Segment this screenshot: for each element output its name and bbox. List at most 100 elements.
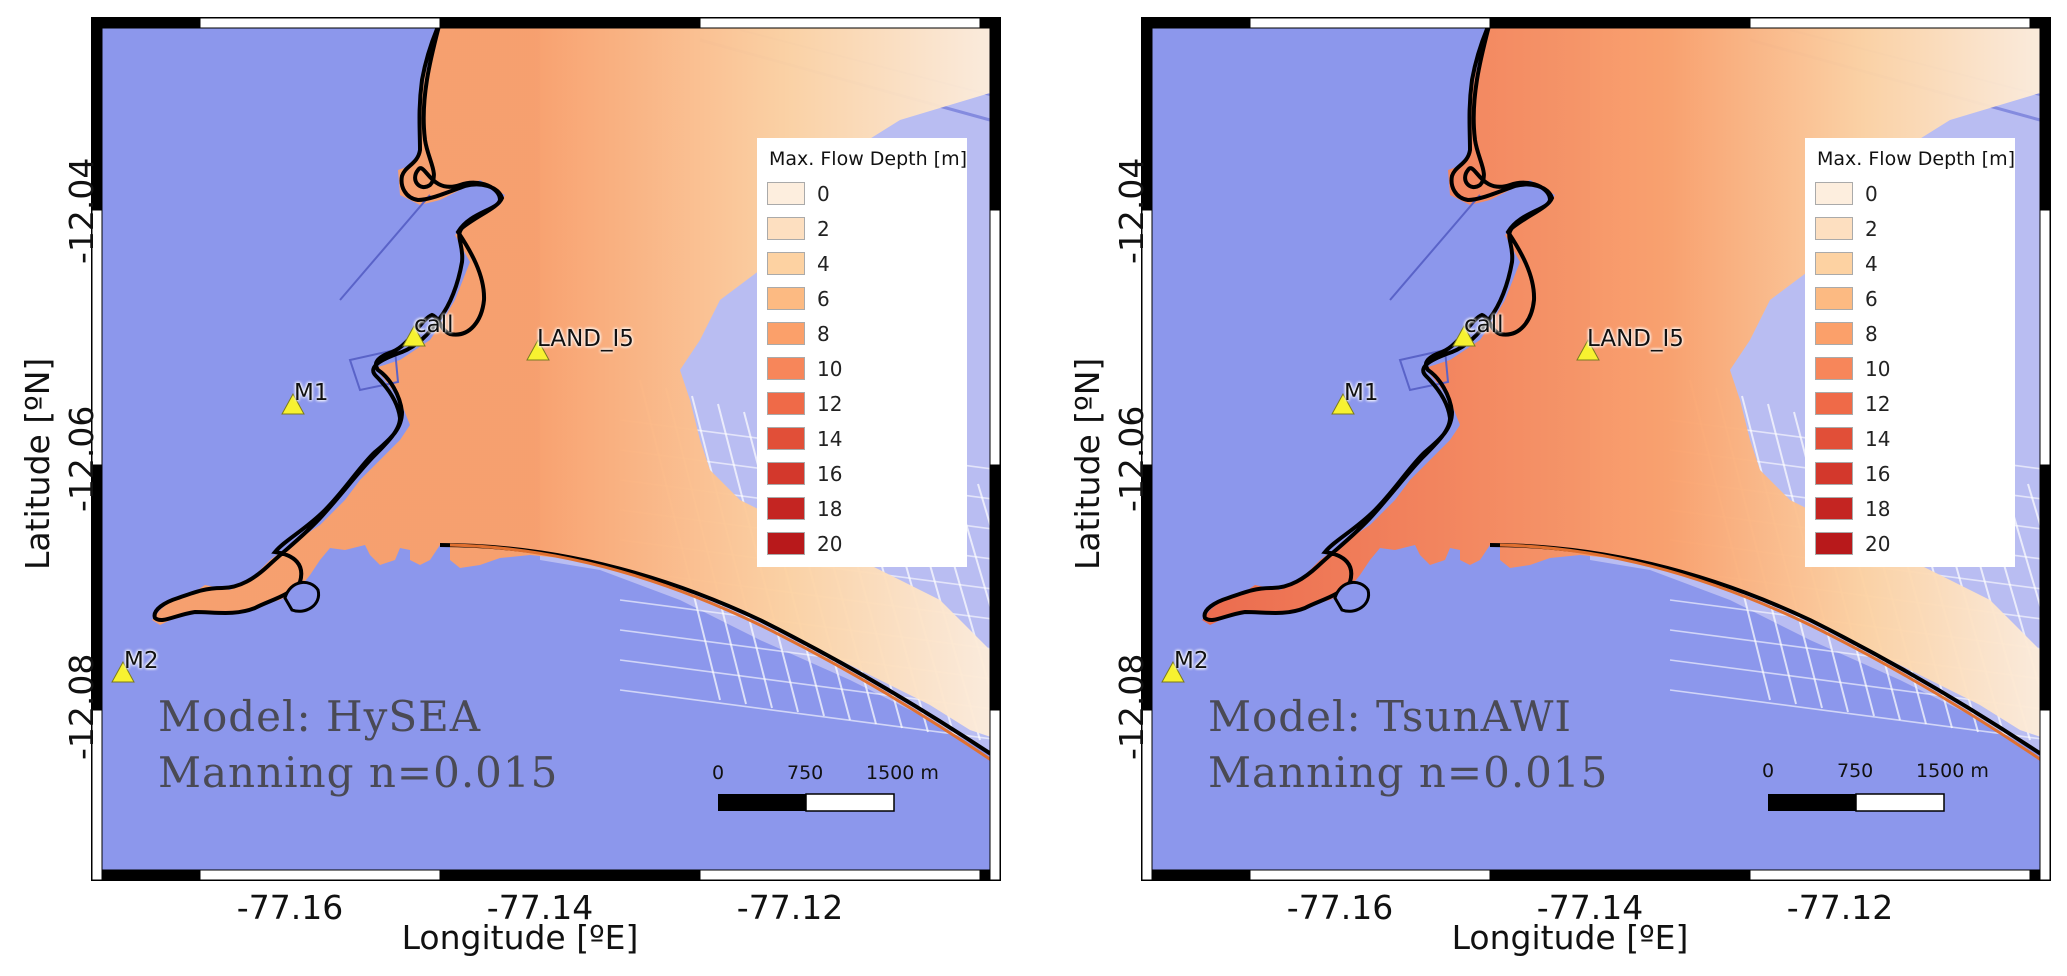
legend-value: 12 bbox=[1865, 391, 1891, 416]
lagoon-outline bbox=[283, 581, 321, 613]
legend-swatch bbox=[1815, 497, 1853, 520]
legend-swatch bbox=[767, 252, 805, 275]
model-label: Model: TsunAWI bbox=[1208, 692, 1572, 741]
gauge-label-m2: M2 bbox=[1174, 648, 1209, 674]
frame-segment bbox=[1749, 17, 2031, 29]
legend-value: 2 bbox=[817, 216, 830, 241]
frame-segment bbox=[2039, 709, 2051, 881]
legend-value: 6 bbox=[817, 286, 830, 311]
frame-segment bbox=[439, 17, 701, 29]
legend-value: 10 bbox=[1865, 356, 1891, 381]
legend-swatch bbox=[767, 392, 805, 415]
legend-row: 20 bbox=[767, 526, 957, 561]
legend-row: 0 bbox=[767, 176, 957, 211]
legend-swatch bbox=[767, 427, 805, 450]
legend-value: 4 bbox=[1865, 251, 1878, 276]
legend-value: 16 bbox=[817, 461, 843, 486]
scale-label-750: 750 bbox=[787, 762, 824, 784]
harbor-outline bbox=[1398, 348, 1450, 392]
legend-row: 16 bbox=[1815, 456, 2005, 491]
legend-row: 4 bbox=[1815, 246, 2005, 281]
legend-value: 0 bbox=[1865, 181, 1878, 206]
y-tick-3: -12.08 bbox=[1112, 653, 1151, 760]
frame-segment bbox=[699, 869, 981, 881]
y-axis-label: Latitude [ºN] bbox=[1068, 357, 1107, 570]
y-axis-label: Latitude [ºN] bbox=[18, 357, 57, 570]
legend-row: 18 bbox=[767, 491, 957, 526]
legend-swatch bbox=[1815, 252, 1853, 275]
legend-row: 6 bbox=[1815, 281, 2005, 316]
legend-value: 10 bbox=[817, 356, 843, 381]
legend-row: 4 bbox=[767, 246, 957, 281]
gauge-label-m1: M1 bbox=[294, 380, 329, 406]
legend-value: 8 bbox=[817, 321, 830, 346]
frame-segment bbox=[2039, 464, 2051, 711]
gauge-label-land-i5: LAND_I5 bbox=[1587, 326, 1684, 352]
gauge-label-m1: M1 bbox=[1344, 380, 1379, 406]
frame-segment bbox=[699, 17, 981, 29]
frame-segment bbox=[91, 709, 103, 881]
frame-segment bbox=[989, 464, 1001, 711]
x-tick-3: -77.12 bbox=[736, 888, 844, 927]
legend-row: 14 bbox=[767, 421, 957, 456]
x-tick-1: -77.16 bbox=[236, 888, 344, 927]
legend-row: 10 bbox=[767, 351, 957, 386]
frame-segment bbox=[1141, 869, 1251, 881]
y-tick-2: -12.06 bbox=[1112, 405, 1151, 512]
frame-segment bbox=[91, 869, 201, 881]
legend-swatch bbox=[767, 217, 805, 240]
legend-swatch bbox=[767, 357, 805, 380]
legend-value: 20 bbox=[1865, 531, 1891, 556]
frame-segment bbox=[2039, 17, 2051, 211]
gauge-label-m2: M2 bbox=[124, 648, 159, 674]
frame-segment bbox=[1489, 869, 1751, 881]
legend-row: 10 bbox=[1815, 351, 2005, 386]
frame-segment bbox=[2039, 209, 2051, 466]
frame-segment bbox=[989, 17, 1001, 211]
legend-value: 18 bbox=[817, 496, 843, 521]
scale-label-1500: 1500 m bbox=[1916, 760, 1989, 782]
frame-segment bbox=[1489, 17, 1751, 29]
frame-segment bbox=[1141, 709, 1153, 881]
pier-line bbox=[339, 194, 431, 301]
scale-bar-black bbox=[718, 794, 806, 811]
frame-segment bbox=[989, 209, 1001, 466]
legend-row: 6 bbox=[767, 281, 957, 316]
frame-segment bbox=[439, 869, 701, 881]
legend-swatch bbox=[1815, 427, 1853, 450]
gauge-land-i5-marker bbox=[526, 338, 550, 361]
harbor-outline bbox=[348, 348, 400, 392]
gauge-m2-marker bbox=[1161, 660, 1185, 683]
legend-row: 20 bbox=[1815, 526, 2005, 561]
legend-swatch bbox=[1815, 287, 1853, 310]
legend-swatch bbox=[1815, 217, 1853, 240]
legend-value: 6 bbox=[1865, 286, 1878, 311]
street-line bbox=[1669, 689, 2042, 740]
beach-flood-band bbox=[1499, 543, 2042, 763]
frame-segment bbox=[1141, 17, 1251, 29]
legend-row: 12 bbox=[767, 386, 957, 421]
legend-swatch bbox=[1815, 357, 1853, 380]
frame-segment bbox=[1749, 869, 2031, 881]
legend-value: 18 bbox=[1865, 496, 1891, 521]
frame-segment bbox=[199, 869, 441, 881]
legend-value: 0 bbox=[817, 181, 830, 206]
legend-value: 14 bbox=[1865, 426, 1891, 451]
panel-tsunawi: Max. Flow Depth [m] 0 2 4 6 8 10 12 14 16 18 20 Mo… bbox=[1050, 0, 2067, 976]
x-tick-1: -77.16 bbox=[1286, 888, 1394, 927]
pier-line bbox=[1389, 194, 1481, 301]
legend-swatch bbox=[1815, 182, 1853, 205]
street-line bbox=[2001, 475, 2042, 616]
coastline bbox=[1202, 28, 1555, 623]
legend-title: Max. Flow Depth [m] bbox=[1817, 148, 2016, 170]
legend-value: 14 bbox=[817, 426, 843, 451]
legend-row: 2 bbox=[1815, 211, 2005, 246]
x-axis-label: Longitude [ºE] bbox=[401, 918, 639, 957]
legend-swatch bbox=[767, 322, 805, 345]
legend-row: 14 bbox=[1815, 421, 2005, 456]
scale-label-0: 0 bbox=[712, 762, 725, 784]
legend-swatch bbox=[767, 287, 805, 310]
panel-hysea: Max. Flow Depth [m] 0 2 4 6 8 10 12 14 16 18 20 Mo… bbox=[18, 17, 1001, 957]
y-tick-1: -12.04 bbox=[62, 157, 101, 264]
manning-label: Manning n=0.015 bbox=[158, 748, 559, 797]
